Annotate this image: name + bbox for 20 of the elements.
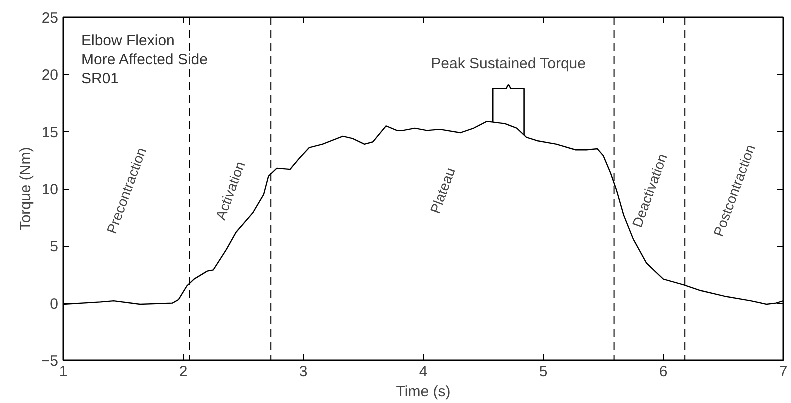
y-tick-label: 20 <box>42 67 59 84</box>
y-axis-title: Torque (Nm) <box>17 147 34 231</box>
x-tick-label: 4 <box>419 364 428 380</box>
y-tick-label: 10 <box>42 182 59 198</box>
x-tick-label: 1 <box>59 364 68 380</box>
annotation: More Affected Side <box>82 52 208 68</box>
x-tick-label: 7 <box>779 364 788 380</box>
annotation: SR01 <box>82 70 120 88</box>
x-axis-title: Time (s) <box>396 384 451 400</box>
x-tick-label: 6 <box>659 364 668 380</box>
x-tick-label: 5 <box>539 364 548 380</box>
annotation: Peak Sustained Torque <box>431 55 586 72</box>
x-tick-label: 2 <box>179 364 188 380</box>
y-tick-label: 15 <box>42 124 59 142</box>
y-tick-label: 25 <box>42 10 59 27</box>
y-tick-label: −5 <box>41 353 59 370</box>
y-tick-label: 0 <box>50 296 58 313</box>
y-tick-label: 5 <box>50 238 58 256</box>
x-tick-label: 3 <box>299 364 308 380</box>
annotation: Elbow Flexion <box>82 32 175 50</box>
